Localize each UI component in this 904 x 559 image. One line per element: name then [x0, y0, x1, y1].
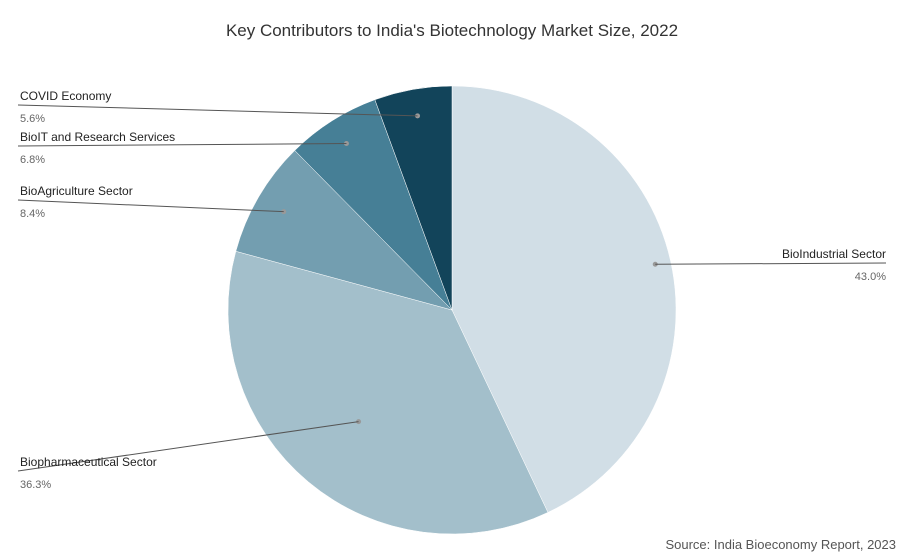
- pie-slices: [227, 85, 677, 535]
- slice-percentage: 5.6%: [20, 113, 45, 125]
- slice-percentage: 36.3%: [20, 479, 51, 491]
- slice-label: BioIT and Research Services: [20, 130, 175, 144]
- leader-line: [17, 143, 347, 147]
- slice-label: BioIndustrial Sector: [782, 247, 886, 261]
- chart-title: Key Contributors to India's Biotechnolog…: [226, 21, 678, 40]
- pie-labels: BioIndustrial Sector 43.0% Biopharmaceutic…: [17, 89, 887, 491]
- pie-slice-bioagriculture-sector: [235, 150, 453, 311]
- slice-percentage: 43.0%: [855, 271, 886, 283]
- pie-slice-biopharmaceutical-sector: [227, 250, 549, 535]
- slice-label: BioAgriculture Sector: [20, 184, 133, 198]
- slice-label: Biopharmaceutical Sector: [20, 455, 157, 469]
- leader-line: [17, 199, 284, 213]
- pie-slice-bioindustrial-sector: [451, 85, 677, 513]
- leader-line: [655, 262, 887, 265]
- slice-percentage: 8.4%: [20, 208, 45, 220]
- slice-percentage: 6.8%: [20, 154, 45, 166]
- leader-line: [17, 421, 359, 472]
- slice-label: COVID Economy: [20, 89, 111, 103]
- leader-line: [17, 104, 418, 117]
- source-note: Source: India Bioeconomy Report, 2023: [665, 537, 896, 552]
- pie-slice-covid-economy: [374, 85, 453, 311]
